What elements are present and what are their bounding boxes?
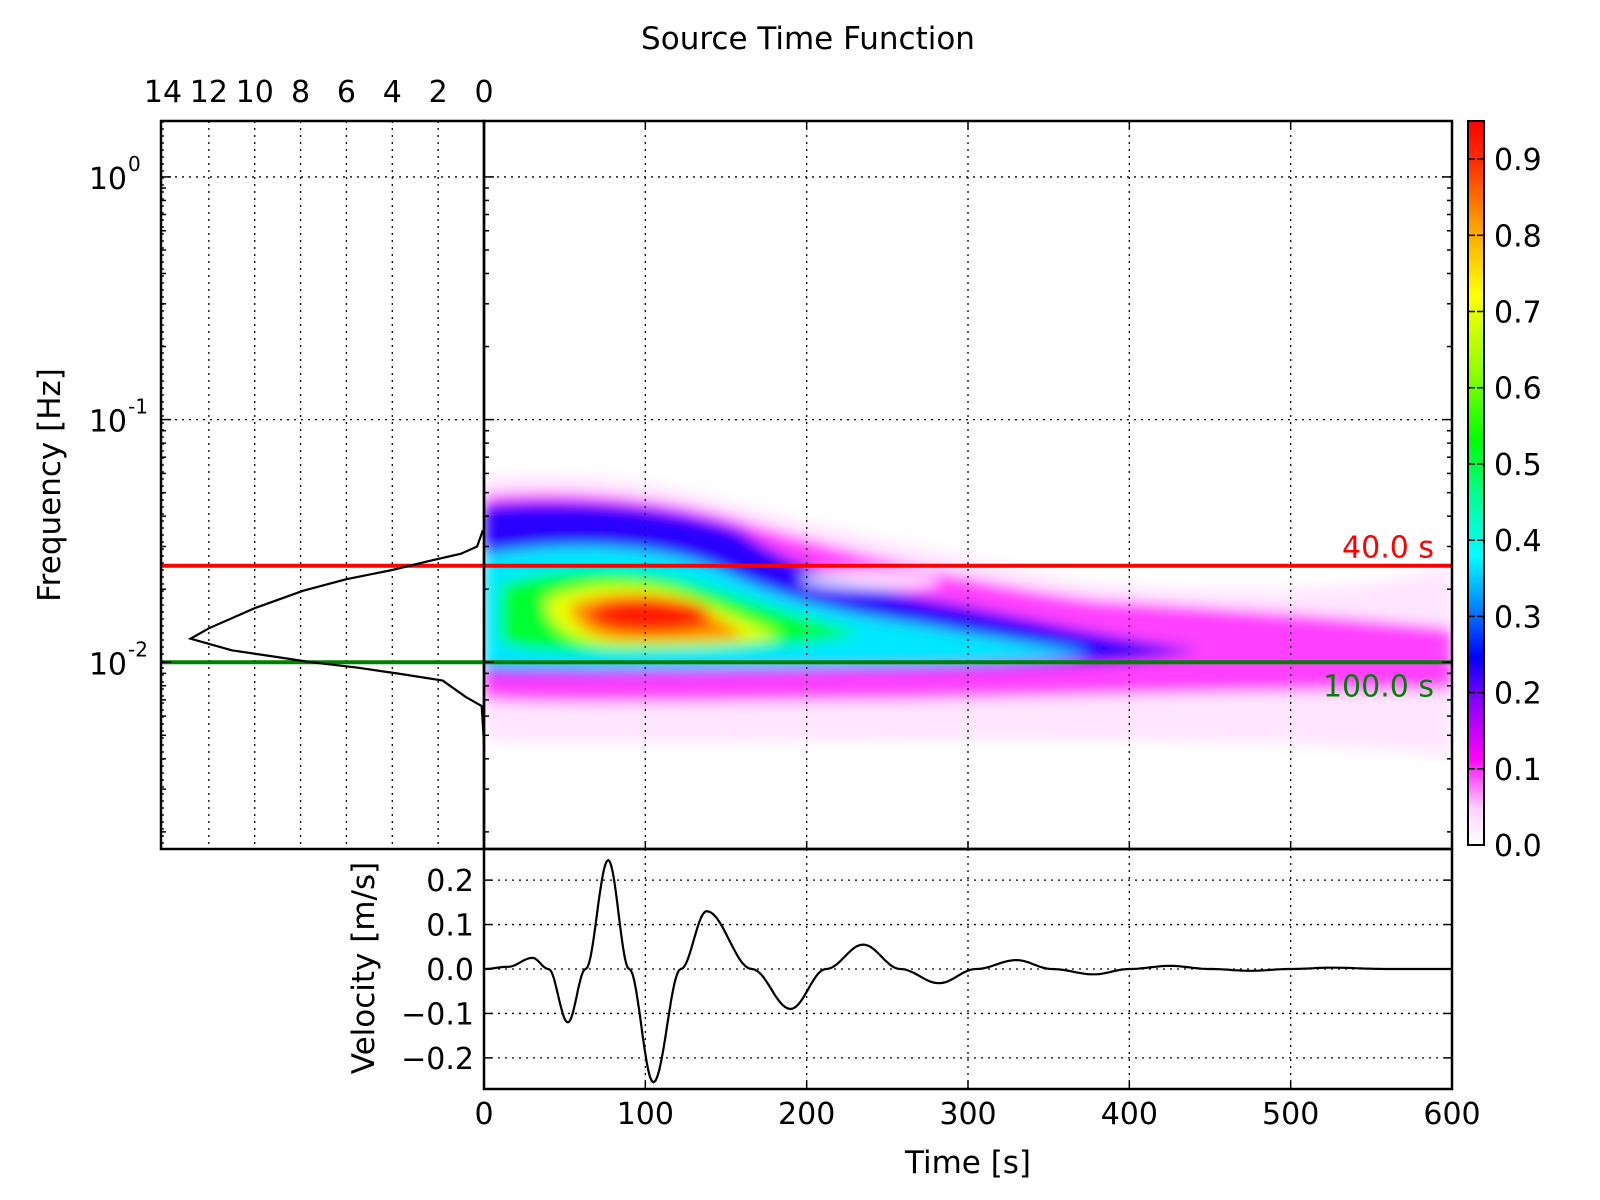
- colorbar-tick-label-0.6: 0.6: [1494, 372, 1542, 407]
- velocity-tick-label: 0.1: [426, 909, 474, 944]
- velocity-panel: 0.2 0.1 0.0 −0.1 −0.2 Velocity [m/s] Time [s…: [346, 847, 1454, 1181]
- velocity-ticks: 0.2 0.1 0.0 −0.1 −0.2: [401, 864, 1452, 1077]
- colorbar-tick-label-0.5: 0.5: [1494, 448, 1542, 483]
- colorbar-ticks: 0.0 0.1 0.2 0.3 0.4 0.5 0.6 0.7 0.8 0.9: [1468, 143, 1542, 864]
- gap-patch: [800, 570, 940, 590]
- colorbar-gradient: [1467, 120, 1485, 846]
- x-axis-label: Time [s]: [904, 1145, 1031, 1181]
- y-tick-label-0: 10: [89, 162, 127, 197]
- spectrum-line: [187, 529, 484, 849]
- y-tick-exponent-0: 0: [128, 152, 141, 176]
- spectrum-tick-label-0: 0: [474, 75, 493, 110]
- y-tick-label--1: 10: [89, 405, 127, 440]
- velocity-y-label: Velocity [m/s]: [346, 862, 382, 1074]
- spectrum-tick-label-6: 6: [337, 75, 356, 110]
- colorbar-tick-label-0.1: 0.1: [1494, 753, 1542, 788]
- colorbar-tick-label-0.0: 0.0: [1494, 829, 1542, 864]
- spectrum-tick-label-8: 8: [291, 75, 310, 110]
- velocity-line: [484, 858, 1452, 1084]
- spectrum-grid: [162, 121, 485, 849]
- spectrum-tick-label-2: 2: [429, 75, 448, 110]
- colorbar-tick-label-0.4: 0.4: [1494, 524, 1542, 559]
- velocity-tick-label: −0.2: [401, 1042, 474, 1077]
- x-tick-label-100: 100: [617, 1097, 674, 1132]
- annotation-40s: 40.0 s: [1342, 531, 1434, 566]
- y-tick-exponent--2: -2: [128, 637, 148, 661]
- velocity-tick-label: 0.0: [426, 953, 474, 988]
- velocity-tick-label: 0.2: [426, 864, 474, 899]
- chart-title: Source Time Function: [641, 21, 975, 57]
- colorbar-tick-label-0.3: 0.3: [1494, 600, 1542, 635]
- colorbar-tick-label-0.8: 0.8: [1494, 219, 1542, 254]
- x-tick-label-0: 0: [474, 1097, 493, 1132]
- spectrum-tick-label-12: 12: [190, 75, 228, 110]
- colorbar-tick-label-0.9: 0.9: [1494, 143, 1542, 178]
- x-tick-label-500: 500: [1262, 1097, 1319, 1132]
- colorbar-tick-label-0.2: 0.2: [1494, 677, 1542, 712]
- band-red-core: [590, 598, 710, 632]
- x-tick-label-200: 200: [778, 1097, 835, 1132]
- x-tick-label-300: 300: [939, 1097, 996, 1132]
- y-tick-exponent--1: -1: [128, 395, 148, 419]
- y-tick-label--2: 10: [89, 647, 127, 682]
- velocity-tick-label: −0.1: [401, 997, 474, 1032]
- colorbar: 0.0 0.1 0.2 0.3 0.4 0.5 0.6 0.7 0.8 0.9: [1467, 120, 1542, 864]
- spectrum-tick-label-10: 10: [236, 75, 274, 110]
- spectrum-tick-label-4: 4: [383, 75, 402, 110]
- y-axis-label: Frequency [Hz]: [32, 368, 68, 602]
- x-tick-label-600: 600: [1423, 1097, 1480, 1132]
- annotation-100s: 100.0 s: [1323, 669, 1434, 704]
- spectrum-tick-label-14: 14: [144, 75, 182, 110]
- colorbar-tick-label-0.7: 0.7: [1494, 296, 1542, 331]
- spectrogram-heatmap: [484, 475, 1452, 755]
- x-tick-label-400: 400: [1101, 1097, 1158, 1132]
